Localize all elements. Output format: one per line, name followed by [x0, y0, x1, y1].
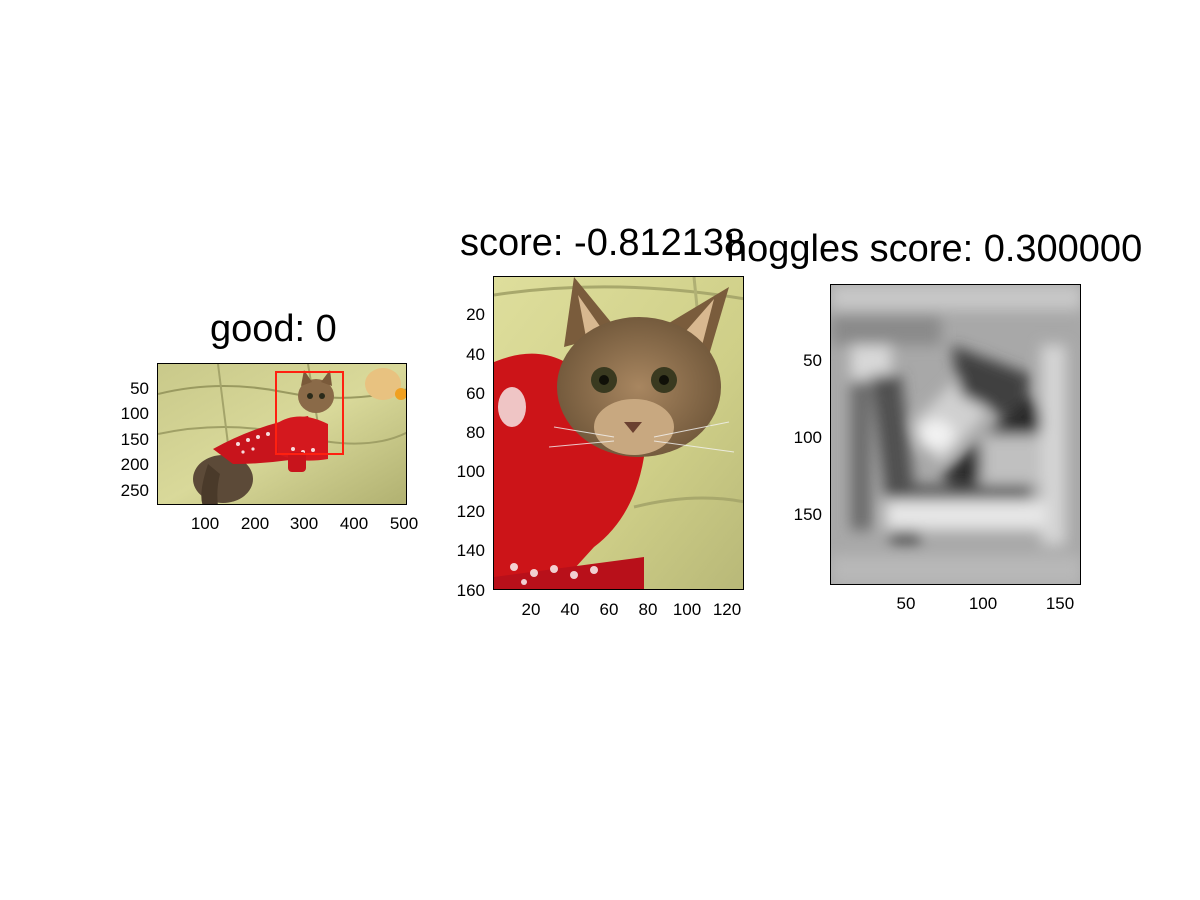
- panel2-xtick: 100: [672, 600, 702, 619]
- panel1-xtick: 200: [240, 514, 270, 533]
- panel2-ytick: 20: [466, 305, 485, 324]
- panel2-xtick: 40: [560, 600, 580, 619]
- detection-bounding-box: [275, 371, 344, 455]
- cat-face-crop: [494, 277, 743, 589]
- panel1-ytick: 200: [120, 455, 149, 474]
- panel1-xtick: 500: [389, 514, 419, 533]
- panel3-xtick: 50: [896, 594, 916, 613]
- panel2-ytick: 40: [466, 345, 485, 364]
- panel2-xtick: 120: [712, 600, 742, 619]
- panel1-image: [157, 363, 407, 505]
- panel1-xtick: 100: [190, 514, 220, 533]
- panel2-title: score: -0.812138: [460, 222, 746, 264]
- panel2-xtick: 80: [638, 600, 658, 619]
- panel1-ytick: 50: [130, 379, 149, 398]
- panel2-ytick: 80: [466, 423, 485, 442]
- panel3-xtick: 150: [1045, 594, 1075, 613]
- panel2-xtick: 60: [599, 600, 619, 619]
- panel2-ytick: 60: [466, 384, 485, 403]
- panel2-ytick: 160: [456, 581, 485, 600]
- panel1-ytick: 100: [120, 404, 149, 423]
- panel1-title: good: 0: [210, 308, 337, 350]
- cat-sofa-photo: [158, 364, 406, 504]
- panel1-xtick: 400: [339, 514, 369, 533]
- panel3-title: hoggles score: 0.300000: [726, 228, 1143, 270]
- panel1-ytick: 250: [120, 481, 149, 500]
- panel2-ytick: 120: [456, 502, 485, 521]
- panel2-image: [493, 276, 744, 590]
- panel3-image: [830, 284, 1081, 585]
- panel3-ytick: 100: [793, 428, 822, 447]
- panel3-ytick: 150: [793, 505, 822, 524]
- panel1-xtick: 300: [289, 514, 319, 533]
- panel2-ytick: 140: [456, 541, 485, 560]
- panel1-ytick: 150: [120, 430, 149, 449]
- hoggles-inversion: [831, 285, 1080, 584]
- panel2-xtick: 20: [521, 600, 541, 619]
- panel2-ytick: 100: [456, 462, 485, 481]
- panel3-xtick: 100: [968, 594, 998, 613]
- panel3-ytick: 50: [803, 351, 822, 370]
